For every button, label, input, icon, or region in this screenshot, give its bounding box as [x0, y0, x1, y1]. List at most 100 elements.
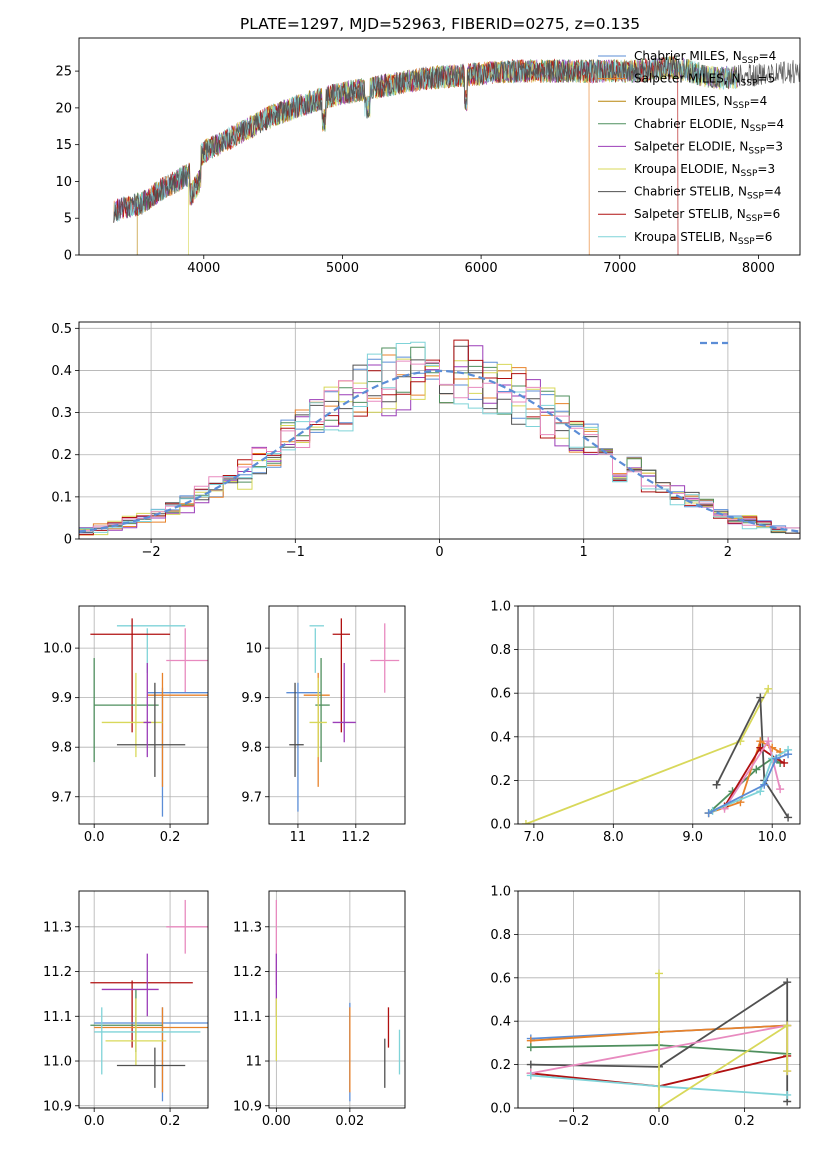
errorbar-point: [101, 953, 159, 1017]
legend-label-text: Chabrier MILES, N: [634, 49, 742, 63]
hist-steps: [79, 339, 800, 538]
plot-frame: [78, 605, 209, 825]
legend-label: Chabrier MILES, NSSP=4: [634, 49, 776, 66]
x-tick-label: 6000: [465, 261, 498, 276]
legend-label-sub: SSP: [738, 237, 755, 247]
plot-frame: [78, 321, 801, 540]
y-tick-label: 0.6: [490, 687, 511, 702]
x-tick-label: −2: [142, 545, 161, 560]
y-tick-label: 0: [64, 249, 72, 264]
y-tick-label: 0.5: [51, 322, 72, 337]
legend-label-suffix: =6: [763, 207, 781, 221]
weight-marker: [756, 693, 765, 702]
plot-frame: [517, 605, 801, 825]
errorbar-point: [105, 998, 167, 1066]
y-tick-label: 9.8: [51, 741, 72, 756]
weight-marker: [776, 785, 785, 794]
legend-label: Chabrier STELIB, NSSP=4: [634, 185, 782, 202]
y-tick-label: 0.8: [490, 643, 511, 658]
x-tick-label: 7.0: [524, 830, 545, 845]
y-tick-label: 5: [64, 212, 72, 227]
weight-line: [723, 746, 785, 808]
y-tick-label: 10: [245, 642, 262, 657]
weight-marker: [526, 1060, 535, 1069]
y-tick-label: 25: [55, 65, 72, 80]
mass_vs_ebv-points: [275, 899, 401, 1102]
weight-marker: [783, 1067, 792, 1076]
legend-label-sub: SSP: [741, 79, 758, 89]
legend-label-text: Chabrier STELIB, N: [634, 185, 747, 199]
errorbar-point: [94, 1007, 208, 1093]
weight-marker: [783, 978, 792, 987]
y-tick-label: 11.3: [43, 920, 72, 935]
y-tick-label: 0.4: [490, 1015, 511, 1030]
x-tick-label: −1: [286, 545, 305, 560]
x-tick-label: 10.0: [758, 830, 787, 845]
y-tick-label: 9.9: [51, 691, 72, 706]
weight-line: [712, 749, 789, 812]
legend-label-suffix: =4: [750, 94, 768, 108]
massweight_vs_age-lines: [521, 684, 793, 824]
y-tick-label: 9.8: [241, 741, 262, 756]
plot-frame: [78, 37, 801, 256]
errorbar-point: [90, 980, 193, 1048]
y-tick-label: 11.3: [233, 920, 262, 935]
legend-label-suffix: =3: [757, 162, 775, 176]
weight-marker: [712, 780, 721, 789]
x-tick-label: 0.0: [84, 1114, 105, 1129]
y-tick-label: 11.2: [43, 965, 72, 980]
y-tick-label: 0.0: [490, 1102, 511, 1117]
y-tick-label: 0.0: [490, 818, 511, 833]
weight-line: [708, 753, 789, 814]
weight-marker: [655, 969, 663, 978]
spectrum-line: [113, 57, 800, 223]
legend-label-sub: SSP: [746, 214, 763, 224]
legend-label-text: Kroupa STELIB, N: [634, 230, 738, 244]
x-tick-label: 11.2: [341, 830, 370, 845]
y-tick-label: 15: [55, 138, 72, 153]
errorbar-point: [147, 672, 208, 787]
panel-massweight_vs_Z: −0.2 0.0 0.2 0.0 0.2 0.4 0.6 0.8 1.0: [490, 885, 801, 1129]
y-tick-label: 0.1: [51, 490, 72, 505]
y-tick-label: 0.2: [490, 1058, 511, 1073]
x-tick-label: 11: [290, 830, 307, 845]
y-tick-label: 11.1: [233, 1010, 262, 1025]
legend-label: Chabrier ELODIE, NSSP=4: [634, 117, 784, 134]
y-tick-label: 0: [64, 533, 72, 548]
legend-label-text: Salpeter STELIB, N: [634, 207, 746, 221]
legend-label: Kroupa MILES, NSSP=4: [634, 94, 767, 111]
figure-title: PLATE=1297, MJD=52963, FIBERID=0275, z=0…: [240, 15, 640, 33]
errorbar-point: [332, 662, 356, 743]
legend-label-text: Kroupa MILES, N: [634, 94, 733, 108]
panel-mass_vs_ebv: 0.00 0.02 10.9 11 11.1 11.2 11.3: [233, 890, 406, 1129]
x-tick-label: −0.2: [558, 1114, 590, 1129]
weight-marker: [772, 754, 781, 763]
y-tick-label: 11.1: [43, 1010, 72, 1025]
legend-label: Salpeter STELIB, NSSP=6: [634, 207, 780, 224]
x-tick-label: 8.0: [603, 830, 624, 845]
legend-label: Salpeter MILES, NSSP=5: [634, 72, 775, 89]
weight-marker: [784, 750, 793, 759]
errorbar-point: [332, 618, 351, 733]
legend-label-suffix: =3: [765, 139, 783, 153]
x-tick-label: 9.0: [682, 830, 703, 845]
legend-label-sub: SSP: [748, 146, 765, 156]
y-tick-label: 0.8: [490, 928, 511, 943]
weight-marker: [764, 684, 773, 693]
weight-marker: [783, 1090, 792, 1099]
y-tick-label: 0.6: [490, 971, 511, 986]
y-tick-label: 1.0: [490, 600, 511, 615]
massweight_vs_Z-lines: [526, 969, 792, 1108]
plot-frame: [268, 605, 406, 825]
errorbar-point: [116, 1047, 186, 1088]
weight-marker: [780, 758, 789, 767]
legend-label-sub: SSP: [750, 124, 767, 134]
errorbar-point: [370, 623, 400, 693]
y-tick-label: 0.2: [51, 448, 72, 463]
y-tick-label: 11.0: [43, 1055, 72, 1070]
y-tick-label: 10: [55, 175, 72, 190]
x-tick-label: 1: [580, 545, 588, 560]
